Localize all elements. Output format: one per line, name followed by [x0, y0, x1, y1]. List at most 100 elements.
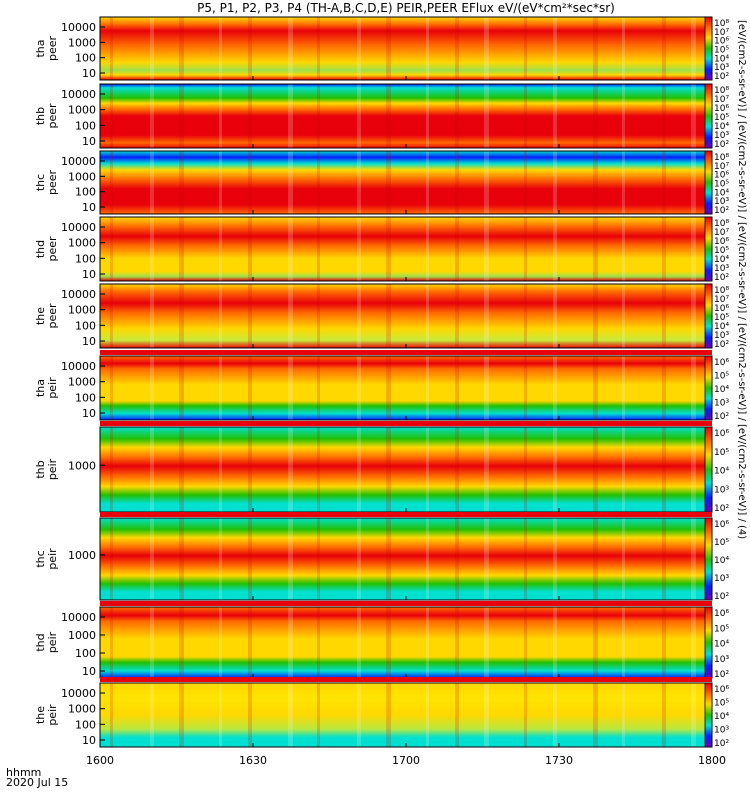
- panel-thc-peir-colorbar: [704, 517, 713, 601]
- panel-tha-peir-colorbar-tick-label: 10⁵: [714, 372, 729, 382]
- panel-thb-peer-y-tick-label: 10000: [61, 88, 96, 101]
- panel-thd-peir-label: peir: [46, 631, 59, 653]
- panel-the-peer-y-tick-label: 1000: [68, 304, 96, 317]
- panel-thb-peer-y-tick-label: 10: [82, 135, 96, 148]
- panel-the-peer-label: the: [34, 307, 47, 325]
- panel-thd-peer-spectrogram: [100, 217, 712, 281]
- panel-thc-peer-time-variation: [110, 151, 696, 214]
- panel-the-peir-spectrogram: [100, 683, 712, 747]
- panel-thd-peer-colorbar-tick-label: 10³: [714, 264, 729, 274]
- panel-the-peer-label: peer: [46, 303, 59, 329]
- panel-tha-peer-colorbar-tick-label: 10⁷: [714, 28, 729, 38]
- panel-thc-peir-time-variation: [110, 518, 696, 600]
- panel-tha-peir-separator-strip: [100, 350, 712, 355]
- panel-thd-peer-y-tick-label: 100: [75, 252, 96, 265]
- panel-the-peir-colorbar-tick-label: 10²: [714, 739, 729, 749]
- panel-the-peir-colorbar-tick-label: 10⁵: [714, 699, 729, 709]
- panel-thb-peir-colorbar-tick-label: 10³: [714, 485, 729, 495]
- panel-tha-peir-colorbar-tick-label: 10⁶: [714, 358, 729, 368]
- panel-thd-peir-y-tick-label: 100: [75, 647, 96, 660]
- panel-the-peer-colorbar-tick-label: 10⁶: [714, 304, 729, 314]
- panel-tha-peer-colorbar-tick-label: 10⁶: [714, 37, 729, 47]
- panel-thd-peir-separator-strip: [100, 601, 712, 606]
- panel-thc-peer-label: thc: [34, 174, 47, 191]
- panel-thd-peer-y-tick-label: 10000: [61, 221, 96, 234]
- panel-thb-peer-spectrogram: [100, 84, 712, 148]
- panel-thd-peir-label: thd: [34, 633, 47, 651]
- panel-thc-peer-label: peer: [46, 170, 59, 196]
- panel-tha-peer-y-tick-label: 1000: [68, 36, 96, 49]
- panel-thb-peir-colorbar-tick-label: 10²: [714, 504, 729, 514]
- panel-the-peir-colorbar-tick-label: 10³: [714, 726, 729, 736]
- panel-thb-peer-colorbar-tick-label: 10²: [714, 140, 729, 150]
- panel-the-peer-y-tick-label: 10: [82, 335, 96, 348]
- panel-the-peir-time-variation: [110, 683, 696, 747]
- panel-thd-peer-colorbar-tick-label: 10⁴: [714, 255, 729, 265]
- panel-thd-peer-label: thd: [34, 240, 47, 258]
- panel-thb-peer-colorbar-tick-label: 10⁶: [714, 104, 729, 114]
- panel-the-peir-y-tick-label: 100: [75, 718, 96, 731]
- panel-thb-peir-spectrogram: [100, 427, 712, 512]
- panel-thb-peer-colorbar-tick-label: 10³: [714, 131, 729, 141]
- panel-tha-peer-y-tick-label: 100: [75, 52, 96, 65]
- panel-tha-peer-colorbar-tick-label: 10³: [714, 63, 729, 73]
- panel-tha-peir-colorbar-tick-label: 10³: [714, 399, 729, 409]
- panel-thb-peir-label: peir: [46, 458, 59, 480]
- panel-tha-peir-spectrogram: [100, 356, 712, 420]
- panel-the-peir-label: peir: [46, 704, 59, 726]
- time-format-label: hhmm: [6, 766, 42, 779]
- panel-thb-peer-colorbar-tick-label: 10⁸: [714, 86, 729, 96]
- panel-thb-peer-label: peer: [46, 103, 59, 129]
- x-axis-tick-label: 1630: [239, 754, 267, 767]
- panel-thd-peir-colorbar-tick-label: 10²: [714, 670, 729, 680]
- panel-thd-peer-y-tick-label: 1000: [68, 237, 96, 250]
- panel-thd-peir-colorbar-tick-label: 10⁶: [714, 609, 729, 619]
- panel-thc-peer-y-tick-label: 1000: [68, 170, 96, 183]
- panel-thb-peir-colorbar-tick-label: 10⁵: [714, 448, 729, 458]
- panel-thb-peer-y-tick-label: 100: [75, 119, 96, 132]
- panel-thc-peir-label: peir: [46, 548, 59, 570]
- panel-tha-peer-colorbar: [704, 16, 713, 81]
- panel-thd-peer-colorbar-tick-label: 10⁷: [714, 228, 729, 238]
- date-label: 2020 Jul 15: [6, 776, 69, 789]
- panel-thb-peir-colorbar-tick-label: 10⁴: [714, 467, 729, 477]
- panel-thd-peer-colorbar-tick-label: 10²: [714, 273, 729, 283]
- panel-thc-peir-colorbar-tick-label: 10⁵: [714, 538, 729, 548]
- panel-tha-peir-colorbar-tick-label: 10²: [714, 412, 729, 422]
- panel-thd-peir-y-tick-label: 10000: [61, 611, 96, 624]
- panel-thb-peer-colorbar-tick-label: 10⁴: [714, 122, 729, 132]
- panel-the-peer-colorbar-tick-label: 10³: [714, 331, 729, 341]
- panel-the-peir-colorbar-tick-label: 10⁶: [714, 685, 729, 695]
- panel-thb-peer-y-tick-label: 1000: [68, 104, 96, 117]
- panel-thc-peer-y-tick-label: 10000: [61, 155, 96, 168]
- panel-the-peir-label: the: [34, 706, 47, 724]
- panel-tha-peer-colorbar-tick-label: 10⁵: [714, 46, 729, 56]
- panel-the-peir-y-tick-label: 10000: [61, 687, 96, 700]
- panel-tha-peer-time-variation: [110, 17, 696, 80]
- panel-thb-peer-time-variation: [110, 84, 696, 148]
- panel-the-peer-time-variation: [110, 284, 696, 348]
- panel-tha-peer-y-tick-label: 10: [82, 67, 96, 80]
- x-axis-tick-label: 1700: [392, 754, 420, 767]
- panel-thd-peer-colorbar-tick-label: 10⁶: [714, 237, 729, 247]
- panel-thd-peer-colorbar-tick-label: 10⁸: [714, 219, 729, 229]
- panel-thb-peir-y-tick-label: 1000: [68, 459, 96, 472]
- panel-tha-peir-label: tha: [34, 379, 47, 397]
- panel-thd-peir-colorbar: [704, 606, 713, 679]
- panel-thc-peer-colorbar-tick-label: 10⁶: [714, 171, 729, 181]
- panel-the-peer-colorbar-tick-label: 10⁵: [714, 313, 729, 323]
- panel-thd-peir-time-variation: [110, 607, 696, 678]
- chart-title: P5, P1, P2, P3, P4 (TH-A,B,C,D,E) PEIR,P…: [197, 1, 615, 15]
- panel-thc-peer-spectrogram: [100, 151, 712, 214]
- panel-thc-peir-colorbar-tick-label: 10²: [714, 592, 729, 602]
- panel-tha-peir-time-variation: [110, 356, 696, 420]
- panel-tha-peir-label: peir: [46, 377, 59, 399]
- panel-thd-peir-spectrogram: [100, 607, 712, 678]
- panel-thc-peer-colorbar-tick-label: 10⁵: [714, 180, 729, 190]
- panel-thb-peir-label: thb: [34, 460, 47, 478]
- panel-the-peer-y-tick-label: 10000: [61, 288, 96, 301]
- panel-tha-peer-y-tick-label: 10000: [61, 21, 96, 34]
- panel-thd-peer-colorbar: [704, 216, 713, 282]
- panel-thd-peir-colorbar-tick-label: 10⁵: [714, 624, 729, 634]
